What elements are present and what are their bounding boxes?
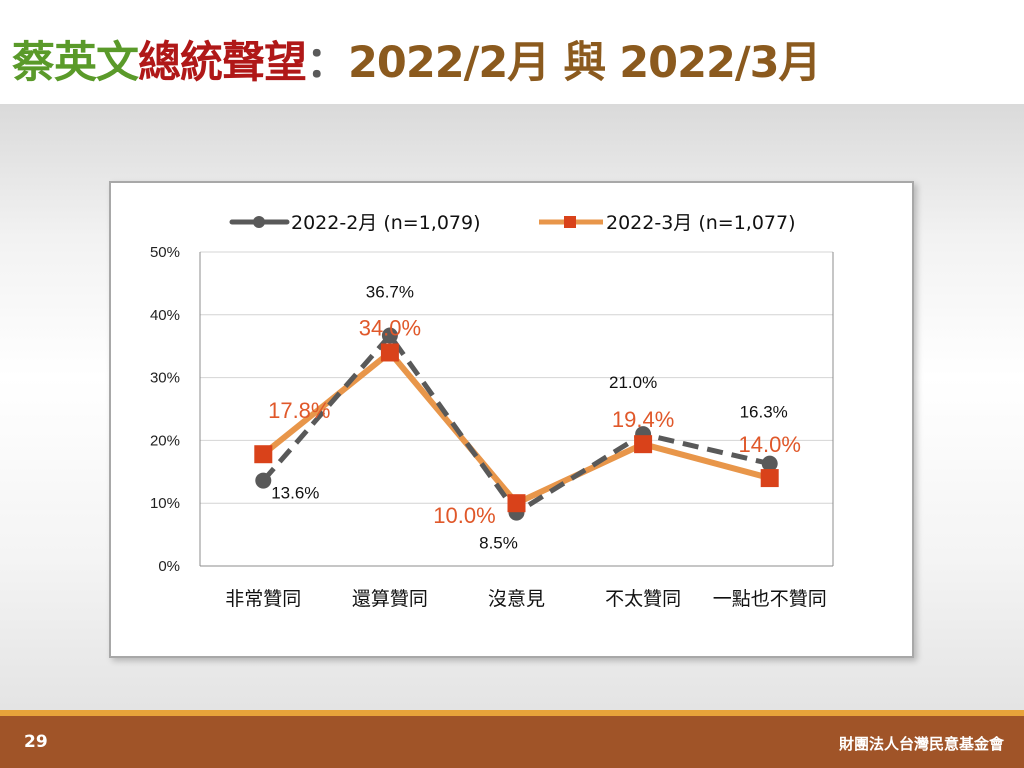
page-number: 29 xyxy=(24,732,48,752)
series-line xyxy=(261,333,771,516)
data-label: 14.0% xyxy=(739,432,801,457)
legend-label: 2022-2月 (n=1,079) xyxy=(291,212,481,234)
data-point xyxy=(255,472,272,489)
data-point xyxy=(380,343,399,362)
x-tick-label: 非常贊同 xyxy=(225,588,301,610)
organization-name: 財團法人台灣民意基金會 xyxy=(838,735,1004,753)
data-label: 8.5% xyxy=(479,534,518,553)
title-colon: ： xyxy=(306,38,349,88)
data-label: 36.7% xyxy=(366,283,414,302)
footer-accent-line xyxy=(0,710,1024,716)
data-point xyxy=(760,469,779,488)
data-label: 21.0% xyxy=(609,373,657,392)
x-tick-label: 一點也不贊同 xyxy=(713,588,827,610)
data-point xyxy=(381,327,398,344)
data-point xyxy=(254,445,273,464)
data-label: 16.3% xyxy=(740,403,788,422)
legend-marker xyxy=(253,216,265,228)
data-label: 34.0% xyxy=(359,315,421,340)
y-tick-label: 10% xyxy=(150,495,180,512)
page-title: 蔡英文總統聲望：2022/2月 與 2022/3月 xyxy=(12,28,822,90)
y-tick-label: 30% xyxy=(150,370,180,387)
x-tick-label: 還算贊同 xyxy=(352,588,428,610)
x-tick-label: 沒意見 xyxy=(488,588,545,610)
legend-marker xyxy=(564,216,576,228)
data-point xyxy=(761,455,778,472)
x-tick-label: 不太贊同 xyxy=(605,588,681,610)
y-tick-label: 40% xyxy=(150,307,180,324)
data-label: 13.6% xyxy=(271,484,319,503)
series-line xyxy=(261,349,771,507)
footer: 29 財團法人台灣民意基金會 xyxy=(0,716,1024,768)
title-topic: 總統聲望 xyxy=(138,38,307,88)
y-tick-label: 50% xyxy=(150,244,180,261)
line-chart: 0% 10% 20% 30% 40% 50% 非常贊同 還算贊同 沒意見 不太贊同 一點也不贊同 20… xyxy=(150,212,834,610)
data-point xyxy=(507,494,526,513)
y-tick-label: 20% xyxy=(150,432,180,449)
data-label: 19.4% xyxy=(612,407,674,432)
data-label: 17.8% xyxy=(268,398,330,423)
data-label: 10.0% xyxy=(433,503,495,528)
legend-label: 2022-3月 (n=1,077) xyxy=(606,212,796,234)
data-point xyxy=(634,435,653,454)
title-bar: 蔡英文總統聲望：2022/2月 與 2022/3月 xyxy=(0,0,1024,104)
y-tick-label: 0% xyxy=(158,558,180,575)
title-name: 蔡英文 xyxy=(12,38,139,88)
chart-frame: 0% 10% 20% 30% 40% 50% 非常贊同 還算贊同 沒意見 不太贊同 一點也不贊同 20… xyxy=(109,181,914,658)
title-period: 2022/2月 與 2022/3月 xyxy=(348,38,822,88)
